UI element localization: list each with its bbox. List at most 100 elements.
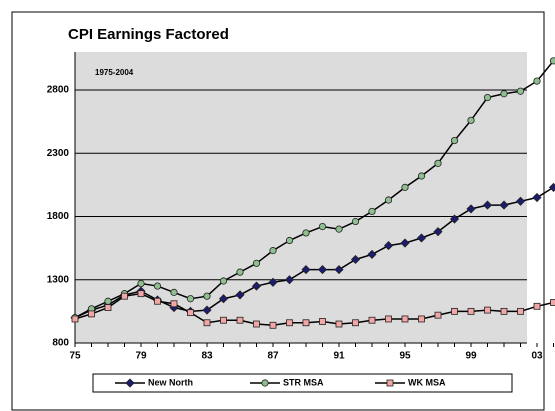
y-tick-label: 2800 [47,85,70,96]
x-tick-label: 83 [201,351,213,362]
data-point [203,319,211,327]
data-point [104,297,112,305]
y-tick-label: 800 [52,338,69,349]
data-point [550,299,555,306]
data-point [251,281,262,291]
legend-label: STR MSA [283,377,324,387]
data-point [186,295,195,303]
data-point [401,315,409,323]
x-tick-label: 87 [267,351,279,362]
data-point [418,315,425,323]
data-point [203,292,211,300]
data-point [252,259,261,267]
data-point [368,316,376,324]
data-point [533,77,541,85]
legend-label: WK MSA [408,377,446,387]
data-point [434,159,442,167]
x-tick-label: 79 [135,351,147,362]
data-point [170,288,178,296]
data-point [483,93,492,102]
data-point [202,305,212,315]
data-point [253,320,260,328]
data-point [451,307,458,315]
data-point [220,316,227,324]
legend-label: New North [148,377,193,387]
data-point [153,282,162,290]
legend-marker [386,379,394,387]
x-tick-label: 75 [69,351,81,362]
data-point [400,238,410,248]
legend [92,373,513,393]
data-point [218,294,229,304]
x-tick-label: 91 [333,351,345,362]
data-point [88,310,95,318]
data-point [71,315,79,323]
data-point [466,204,476,214]
data-point [532,192,542,203]
data-point [236,316,244,324]
data-point [269,321,277,329]
data-point [401,183,409,191]
data-point [499,200,509,210]
data-point [301,265,311,275]
data-point [417,172,426,180]
data-point [367,249,377,260]
data-point [104,304,112,311]
legend-marker [261,379,269,387]
data-point [121,292,128,300]
data-point [335,320,343,328]
data-point [433,227,443,237]
data-point [317,265,328,275]
y-tick-label: 1800 [47,211,70,222]
x-tick-label: 03 [531,351,543,362]
data-point [284,275,295,285]
data-point [351,217,360,226]
data-point [285,236,294,245]
data-point [434,311,442,319]
data-point [335,225,343,233]
data-point [269,247,277,255]
data-point [187,309,194,317]
data-point [154,297,161,305]
chart-subtitle: 1975-2004 [95,68,134,77]
data-point [302,319,310,327]
data-point [516,87,525,95]
data-point [236,268,244,276]
data-point [549,57,555,65]
legend-marker [125,378,135,388]
data-point [533,302,541,310]
data-point [517,307,524,315]
data-point [450,136,459,145]
plot-area [75,52,527,343]
data-point [170,300,178,308]
data-point [137,279,145,288]
data-point [482,200,493,210]
data-point [235,290,245,300]
data-point [334,265,344,275]
data-point [467,116,475,124]
x-tick-label: 99 [465,351,477,362]
data-point [318,223,327,231]
x-tick-label: 95 [399,351,411,362]
data-point [467,307,475,315]
data-point [416,233,427,243]
data-point [484,306,491,314]
data-point [286,319,293,327]
data-point [548,182,555,192]
data-point [515,196,526,206]
data-point [219,277,228,285]
data-point [319,318,326,325]
data-point [383,241,394,251]
y-tick-label: 1300 [47,274,70,285]
y-tick-label: 2300 [47,148,70,159]
data-point [385,315,392,323]
data-point [302,229,310,237]
data-point [352,319,359,327]
data-point [268,277,278,287]
data-point [384,196,393,204]
data-point [500,90,508,98]
data-point [500,307,508,315]
data-point [449,214,460,224]
data-point [137,290,145,298]
